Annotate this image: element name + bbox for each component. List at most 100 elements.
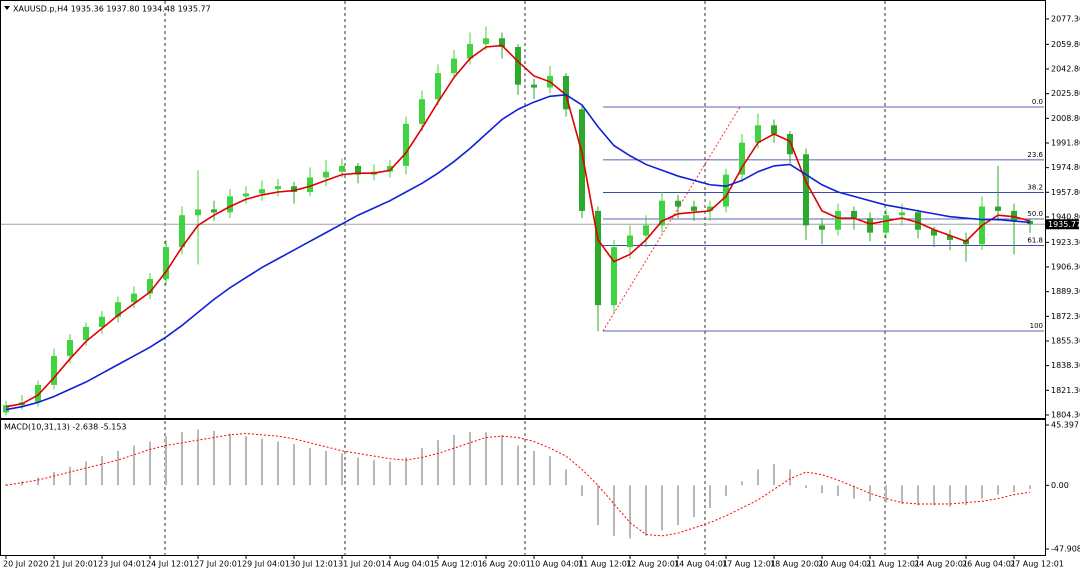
macd-bar [581,485,583,496]
macd-bar [341,453,343,486]
candle-body [291,186,297,193]
macd-bar [517,445,519,486]
x-tick-label: 14 Aug 04:01 [674,560,728,569]
candle-body [931,229,937,236]
candle-body [243,193,249,197]
macd-bar [869,485,871,502]
macd-bar [917,485,919,506]
macd-bar [709,485,711,508]
macd-bar [837,485,839,496]
x-tick-label: 21 Jul 20:01 [50,560,98,569]
macd-bar [277,441,279,486]
macd-bar [981,485,983,499]
candle-body [515,46,521,85]
candle-body [995,206,1001,211]
candle-body [787,133,793,155]
y-tick-label: 2008.80 [1051,114,1080,123]
macd-frame [0,419,1046,556]
fib-label: 50.0 [1027,210,1043,218]
macd-bar [789,469,791,486]
y-tick-label: 0.00 [1051,481,1069,490]
candle-body [915,212,921,230]
macd-bar [21,481,23,486]
candle-body [851,210,857,219]
y-tick-label: 1974.80 [1051,163,1080,172]
macd-bar [373,460,375,486]
macd-bar [325,450,327,486]
candle-body [803,154,809,226]
macd-bar [133,445,135,486]
macd-bar [901,485,903,504]
macd-bar [1013,485,1015,492]
y-tick-label: 2025.80 [1051,89,1080,98]
macd-bar [741,481,743,486]
x-tick-label: 18 Aug 20:01 [770,560,824,569]
macd-bar [725,485,727,496]
macd-bar [853,485,855,499]
candle-body [83,326,89,340]
macd-bar [85,461,87,486]
fib-label: 23.6 [1027,151,1043,159]
y-tick-label: 1923.30 [1051,238,1080,247]
candle-body [339,165,345,172]
x-tick-label: 6 Aug 20:01 [482,560,531,569]
macd-bar [309,448,311,486]
candle-body [451,58,457,74]
candle-body [739,142,745,175]
macd-bar [469,432,471,486]
candle-body [819,225,825,230]
macd-bar [5,484,7,486]
y-tick-label: 2059.80 [1051,40,1080,49]
y-tick-label: 1838.30 [1051,361,1080,370]
y-tick-label: 1804.30 [1051,410,1080,419]
macd-bar [293,444,295,486]
x-tick-label: 20 Jul 2020 [3,560,48,569]
candle-body [195,209,201,216]
y-tick-label: 1957.80 [1051,188,1080,197]
macd-bar [245,436,247,486]
macd-bar [933,485,935,506]
fib-label: 61.8 [1027,236,1043,244]
candle-body [131,293,137,303]
y-tick-label: 1821.30 [1051,386,1080,395]
y-tick-label: 2077.30 [1051,14,1080,23]
x-tick-label: 23 Jul 04:01 [98,560,146,569]
macd-bar [997,485,999,495]
candle-body [275,186,281,190]
candle-body [355,165,361,175]
macd-bar [661,485,663,531]
candle-body [387,165,393,172]
y-tick-label: 2042.80 [1051,65,1080,74]
macd-bar [165,436,167,486]
macd-bar [229,433,231,486]
macd-bar [69,466,71,486]
current-price-box [1046,219,1079,230]
macd-bar [149,441,151,486]
macd-bar [213,430,215,486]
candle-body [723,174,729,207]
candle-body [531,84,537,88]
y-tick-label: 1906.30 [1051,263,1080,272]
x-tick-label: 26 Aug 04:01 [962,560,1016,569]
macd-bar [117,450,119,486]
macd-bar [101,456,103,486]
x-tick-label: 24 Aug 20:01 [914,560,968,569]
macd-bar [181,432,183,486]
macd-bar [197,429,199,486]
macd-bar [533,450,535,486]
candle-body [467,44,473,59]
candle-body [307,177,313,193]
candle-body [627,235,633,248]
x-tick-label: 17 Aug 12:01 [722,560,776,569]
candle-body [403,123,409,166]
macd-bar [757,469,759,486]
macd-bar [437,440,439,486]
y-tick-label: 1991.80 [1051,138,1080,147]
y-tick-label: 45.397 [1051,421,1079,430]
macd-bar [965,485,967,506]
y-tick-label: 1889.30 [1051,287,1080,296]
candle-body [675,200,681,207]
